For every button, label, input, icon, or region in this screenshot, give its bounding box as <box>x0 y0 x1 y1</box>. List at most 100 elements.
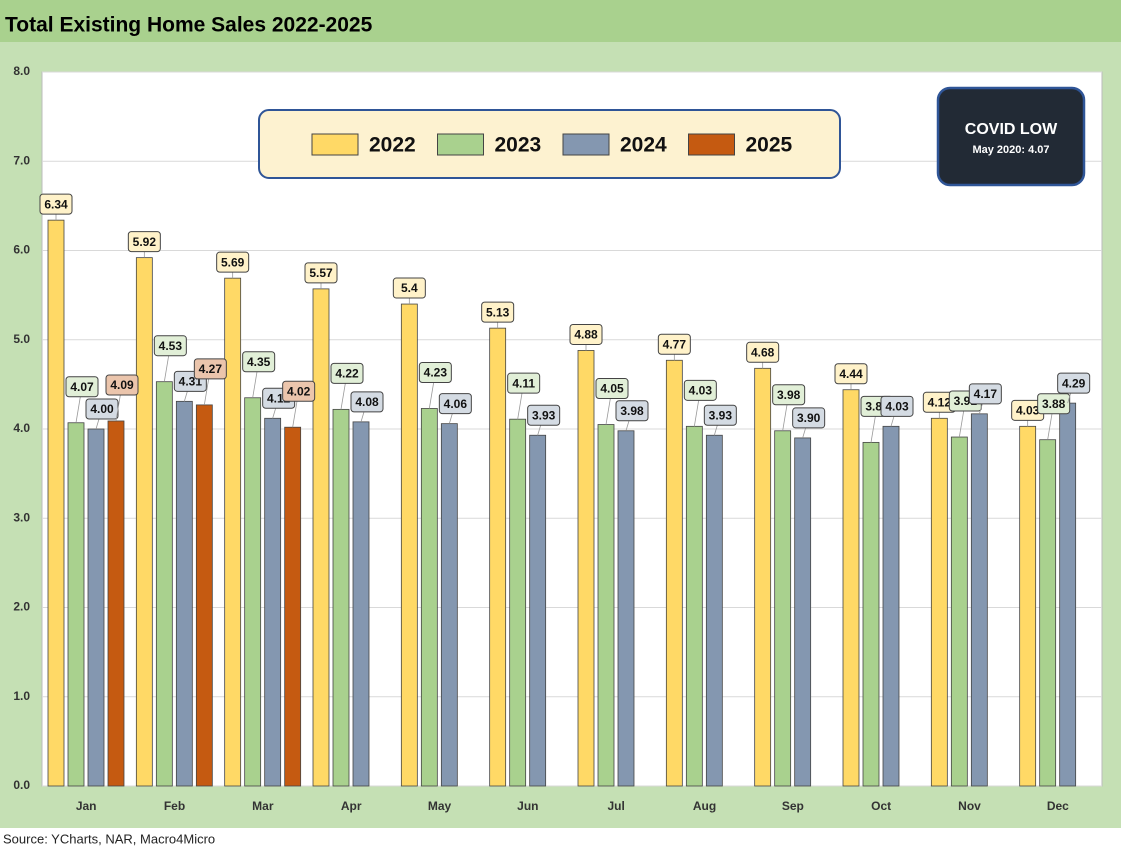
bar <box>597 424 615 787</box>
bar <box>135 257 153 787</box>
value-label-box <box>330 362 364 384</box>
value-label-box <box>105 374 139 396</box>
legend-swatch <box>562 133 610 156</box>
value-label: 4.08 <box>355 395 379 409</box>
value-label-box <box>392 277 426 299</box>
bar <box>862 441 880 787</box>
bar <box>685 425 703 787</box>
value-label-box <box>772 384 806 406</box>
bar <box>264 417 282 787</box>
x-tick-label: Sep <box>782 799 804 813</box>
value-label-box <box>193 358 227 380</box>
x-tick-label: Feb <box>164 799 185 813</box>
bar <box>155 381 173 787</box>
bar <box>244 397 262 787</box>
value-label-box <box>153 335 187 357</box>
value-label: 4.22 <box>335 367 359 381</box>
value-label: 4.29 <box>1062 376 1086 390</box>
value-label: 4.68 <box>751 345 775 359</box>
value-label: 3.88 <box>1042 397 1066 411</box>
value-label-box <box>216 251 250 273</box>
value-label-box <box>350 391 384 413</box>
value-label-box <box>792 407 826 429</box>
annotation-text: May 2020: 4.07 <box>972 144 1049 156</box>
value-label: 4.77 <box>663 337 687 351</box>
bar <box>332 408 350 787</box>
value-label: 4.17 <box>974 387 998 401</box>
value-label-box <box>65 376 99 398</box>
value-label: 4.53 <box>159 339 183 353</box>
bar <box>665 359 683 787</box>
value-label: 4.88 <box>574 328 598 342</box>
bar <box>617 430 635 787</box>
bar <box>1059 402 1077 787</box>
value-label: 3.98 <box>777 388 801 402</box>
value-label: 4.03 <box>1016 403 1040 417</box>
value-label: 5.57 <box>309 266 333 280</box>
y-tick-label: 0.0 <box>13 778 30 792</box>
value-label-box <box>657 333 691 355</box>
value-label: 4.02 <box>287 384 311 398</box>
bar <box>224 277 242 787</box>
title-bar <box>0 0 1121 42</box>
value-label: 5.69 <box>221 255 245 269</box>
value-label-box <box>683 379 717 401</box>
x-tick-label: Apr <box>341 799 362 813</box>
annotation-title: COVID LOW <box>965 121 1058 138</box>
chart-title: Total Existing Home Sales 2022-2025 <box>5 14 373 37</box>
value-label: 4.03 <box>689 383 713 397</box>
legend-swatch <box>437 133 484 156</box>
legend-label: 2023 <box>495 134 542 157</box>
x-tick-label: Dec <box>1047 799 1069 813</box>
value-label: 4.07 <box>70 380 94 394</box>
bar <box>400 303 418 787</box>
bar <box>970 413 988 787</box>
value-label: 4.35 <box>247 355 271 369</box>
value-label-box <box>1057 372 1091 394</box>
y-tick-label: 3.0 <box>13 510 30 524</box>
y-tick-label: 1.0 <box>13 689 30 703</box>
bar <box>489 327 507 787</box>
bar <box>47 219 65 787</box>
y-tick-label: 4.0 <box>13 421 30 435</box>
value-label-box <box>615 400 649 422</box>
value-label: 4.27 <box>199 362 223 376</box>
value-label-box <box>569 323 603 345</box>
value-label: 3.98 <box>620 404 644 418</box>
bar <box>175 400 193 787</box>
value-label-box <box>595 378 629 400</box>
x-tick-label: Mar <box>252 799 274 813</box>
value-label-box <box>242 351 276 373</box>
value-label: 4.00 <box>90 402 114 416</box>
value-label: 4.44 <box>839 367 863 381</box>
y-tick-label: 5.0 <box>13 332 30 346</box>
bar <box>107 420 125 787</box>
value-label-box <box>282 380 316 402</box>
value-label-box <box>438 393 472 415</box>
x-tick-label: Jan <box>76 799 97 813</box>
value-label-box <box>39 193 73 215</box>
value-label: 4.03 <box>885 399 909 413</box>
value-label-box <box>834 363 868 385</box>
value-label: 4.23 <box>424 366 448 380</box>
value-label-box <box>127 231 161 253</box>
x-tick-label: Aug <box>693 799 716 813</box>
bar <box>754 367 772 787</box>
value-label: 4.12 <box>928 395 952 409</box>
value-label-box <box>746 341 780 363</box>
value-label: 3.93 <box>709 408 733 422</box>
x-tick-label: Jun <box>517 799 538 813</box>
value-label: 4.09 <box>110 378 134 392</box>
bar <box>195 404 213 787</box>
bar <box>705 434 723 787</box>
bar <box>930 417 948 787</box>
value-label: 6.34 <box>44 197 68 211</box>
value-label-box <box>880 395 914 417</box>
value-label-box <box>507 372 541 394</box>
legend <box>258 109 841 179</box>
value-label-box <box>968 383 1002 405</box>
y-tick-label: 2.0 <box>13 600 30 614</box>
value-label: 4.11 <box>512 376 535 390</box>
value-label-box <box>703 404 737 426</box>
